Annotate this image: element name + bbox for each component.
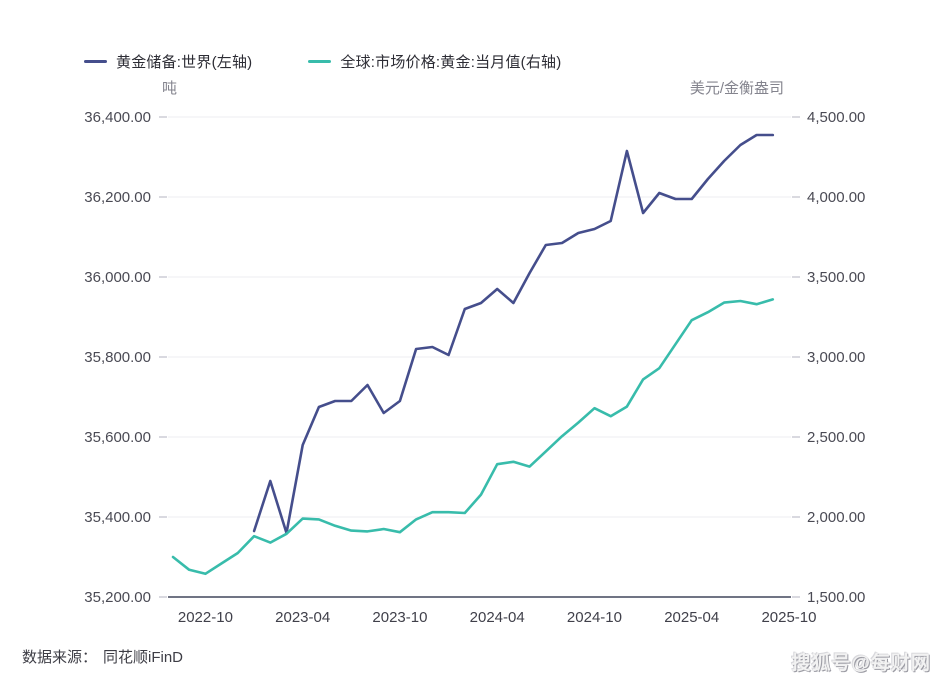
x-axis-tick-label: 2024-10 [567, 609, 622, 626]
chart-legend: 黄金储备:世界(左轴) 全球:市场价格:黄金:当月值(右轴) [84, 51, 561, 72]
legend-line-marker-gold-reserves [84, 60, 107, 63]
left-axis-unit-label: 吨 [162, 80, 178, 97]
legend-label-gold-reserves: 黄金储备:世界(左轴) [116, 54, 253, 71]
right-axis-tick-label: 3,000.00 [807, 349, 865, 366]
x-axis-tick-label: 2022-10 [178, 609, 233, 626]
right-axis-tick-label: 4,500.00 [807, 109, 865, 126]
right-axis-tick-label: 2,000.00 [807, 509, 865, 526]
left-axis-tick-label: 35,400.00 [84, 509, 151, 526]
legend-line-marker-gold-price [308, 60, 332, 63]
legend-label-gold-price: 全球:市场价格:黄金:当月值(右轴) [340, 54, 562, 71]
left-axis-tick-label: 36,400.00 [84, 109, 151, 126]
left-axis-tick-label: 36,000.00 [84, 269, 151, 286]
x-axis-tick-label: 2023-10 [372, 609, 427, 626]
left-axis-tick-label: 35,800.00 [84, 349, 151, 366]
data-source-label: 数据来源： [22, 649, 98, 666]
data-source-value: 同花顺iFinD [103, 649, 184, 666]
left-axis-tick-label: 35,600.00 [84, 429, 151, 446]
right-axis-tick-label: 3,500.00 [807, 269, 865, 286]
right-axis-tick-label: 1,500.00 [807, 589, 865, 606]
left-axis-tick-label: 35,200.00 [84, 589, 151, 606]
x-axis-tick-label: 2024-04 [470, 609, 525, 626]
right-axis-tick-label: 2,500.00 [807, 429, 865, 446]
sohu-watermark: 搜狐号@每财网 [791, 653, 931, 674]
left-axis-tick-label: 36,200.00 [84, 189, 151, 206]
right-axis-unit-label: 美元/金衡盎司 [689, 80, 784, 97]
series-line-gold-price [171, 298, 775, 576]
x-axis-tick-label: 2025-10 [761, 609, 816, 626]
x-axis-tick-label: 2025-04 [664, 609, 719, 626]
data-source-note: 数据来源： 同花顺iFinD [22, 646, 183, 667]
right-axis-tick-label: 4,000.00 [807, 189, 865, 206]
series-line-gold-reserves [252, 133, 775, 535]
legend-item-gold-reserves: 黄金储备:世界(左轴) [84, 51, 252, 72]
legend-item-gold-price: 全球:市场价格:黄金:当月值(右轴) [308, 51, 561, 72]
x-axis-tick-label: 2023-04 [275, 609, 330, 626]
